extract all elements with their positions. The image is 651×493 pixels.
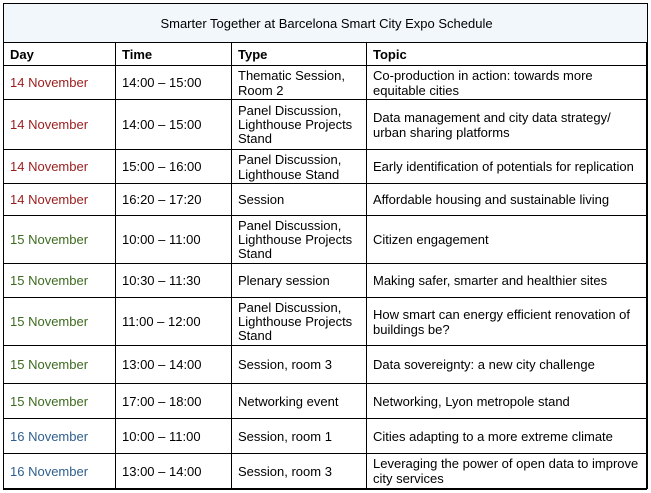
day-cell: 16 November xyxy=(3,418,116,454)
table-row: 15 November 10:30 – 11:30 Plenary sessio… xyxy=(3,263,649,298)
topic-cell: Early identification of potentials for r… xyxy=(365,149,649,184)
table-row: 16 November 10:00 – 11:00 Session, room … xyxy=(3,418,649,454)
day-cell: 15 November xyxy=(3,345,116,384)
header-day: Day xyxy=(3,42,116,66)
table-row: 15 November 13:00 – 14:00 Session, room … xyxy=(3,345,649,384)
table-row: 14 November 15:00 – 16:00 Panel Discussi… xyxy=(3,149,649,184)
day-cell: 15 November xyxy=(3,297,116,346)
type-cell: Panel Discussion, Lighthouse Projects St… xyxy=(231,297,367,346)
table-row: 15 November 17:00 – 18:00 Networking eve… xyxy=(3,383,649,419)
type-cell: Panel Discussion, Lighthouse Stand xyxy=(231,149,367,184)
topic-cell: Leveraging the power of open data to imp… xyxy=(365,453,649,489)
table-row: 14 November 14:00 – 15:00 Thematic Sessi… xyxy=(3,65,649,100)
topic-cell: Cities adapting to a more extreme climat… xyxy=(365,418,649,454)
topic-cell: Citizen engagement xyxy=(365,215,649,264)
time-cell: 11:00 – 12:00 xyxy=(115,297,232,346)
table-row: 15 November 10:00 – 11:00 Panel Discussi… xyxy=(3,215,649,264)
header-type: Type xyxy=(231,42,367,66)
header-time: Time xyxy=(115,42,232,66)
time-cell: 14:00 – 15:00 xyxy=(115,65,232,100)
time-cell: 10:00 – 11:00 xyxy=(115,418,232,454)
time-cell: 10:30 – 11:30 xyxy=(115,263,232,298)
day-cell: 14 November xyxy=(3,99,116,150)
type-cell: Session, room 3 xyxy=(231,345,367,384)
topic-cell: Networking, Lyon metropole stand xyxy=(365,383,649,419)
time-cell: 16:20 – 17:20 xyxy=(115,183,232,216)
type-cell: Plenary session xyxy=(231,263,367,298)
table-row: 14 November 14:00 – 15:00 Panel Discussi… xyxy=(3,99,649,150)
time-cell: 15:00 – 16:00 xyxy=(115,149,232,184)
time-cell: 13:00 – 14:00 xyxy=(115,345,232,384)
header-row: Day Time Type Topic xyxy=(3,42,649,66)
day-cell: 14 November xyxy=(3,149,116,184)
time-cell: 13:00 – 14:00 xyxy=(115,453,232,489)
topic-cell: How smart can energy efficient renovatio… xyxy=(365,297,649,346)
topic-cell: Data management and city data strategy/ … xyxy=(365,99,649,150)
day-cell: 15 November xyxy=(3,383,116,419)
type-cell: Panel Discussion, Lighthouse Projects St… xyxy=(231,99,367,150)
topic-cell: Data sovereignty: a new city challenge xyxy=(365,345,649,384)
table-title: Smarter Together at Barcelona Smart City… xyxy=(2,3,649,43)
time-cell: 10:00 – 11:00 xyxy=(115,215,232,264)
type-cell: Session, room 1 xyxy=(231,418,367,454)
type-cell: Thematic Session, Room 2 xyxy=(231,65,367,100)
type-cell: Networking event xyxy=(231,383,367,419)
schedule-table-frame: Smarter Together at Barcelona Smart City… xyxy=(2,3,649,490)
topic-cell: Making safer, smarter and healthier site… xyxy=(365,263,649,298)
day-cell: 14 November xyxy=(3,65,116,100)
topic-cell: Affordable housing and sustainable livin… xyxy=(365,183,649,216)
table-row: 16 November 13:00 – 14:00 Session, room … xyxy=(3,453,649,489)
schedule-table: Smarter Together at Barcelona Smart City… xyxy=(2,3,649,489)
type-cell: Panel Discussion, Lighthouse Projects St… xyxy=(231,215,367,264)
header-topic: Topic xyxy=(365,42,649,66)
topic-cell: Co-production in action: towards more eq… xyxy=(365,65,649,100)
table-row: 15 November 11:00 – 12:00 Panel Discussi… xyxy=(3,297,649,346)
day-cell: 14 November xyxy=(3,183,116,216)
time-cell: 14:00 – 15:00 xyxy=(115,99,232,150)
day-cell: 16 November xyxy=(3,453,116,489)
type-cell: Session xyxy=(231,183,367,216)
time-cell: 17:00 – 18:00 xyxy=(115,383,232,419)
type-cell: Session, room 3 xyxy=(231,453,367,489)
day-cell: 15 November xyxy=(3,263,116,298)
day-cell: 15 November xyxy=(3,215,116,264)
table-row: 14 November 16:20 – 17:20 Session Afford… xyxy=(3,183,649,216)
